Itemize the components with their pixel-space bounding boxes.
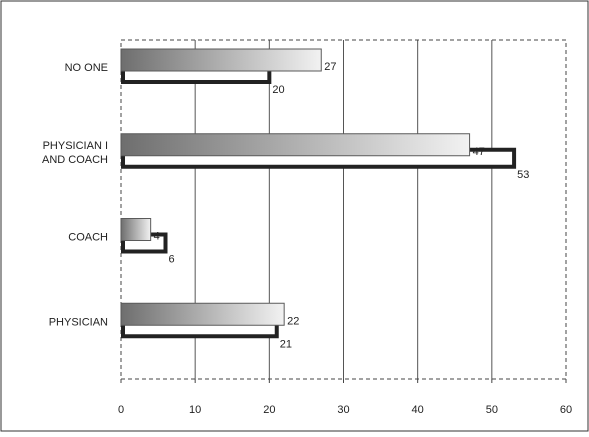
category-label: PHYSICIAN <box>49 316 108 328</box>
x-tick-label: 60 <box>560 404 572 416</box>
x-tick-label: 20 <box>263 404 275 416</box>
bar-gradient <box>120 218 152 241</box>
x-tick-label: 30 <box>337 404 349 416</box>
bar-gradient <box>120 302 285 326</box>
category-label: NO ONE <box>65 62 108 74</box>
x-tick-label: 10 <box>189 404 201 416</box>
category-label: COACH <box>68 232 108 244</box>
value-label-gradient: 27 <box>324 61 336 73</box>
value-label-outlined: 21 <box>280 338 292 350</box>
value-label-outlined: 53 <box>517 169 529 181</box>
value-label-outlined: 6 <box>169 254 175 266</box>
x-tick-labels-group: 0 10 20 30 40 50 60 <box>118 404 572 416</box>
bars-group <box>120 48 517 339</box>
bar-gradient <box>120 48 322 72</box>
x-tick-label: 40 <box>412 404 424 416</box>
bar-gradient <box>120 133 471 157</box>
category-labels-group: NO ONE PHYSICIAN I AND COACH COACH PHYSICIAN <box>42 62 108 328</box>
value-label-gradient: 4 <box>154 231 160 243</box>
x-tick-label: 0 <box>118 404 124 416</box>
x-tick-label: 50 <box>486 404 498 416</box>
value-label-gradient: 22 <box>287 315 299 327</box>
value-label-outlined: 20 <box>272 84 284 96</box>
value-labels-group: 27 20 47 53 46 22 21 <box>154 61 530 350</box>
category-label: PHYSICIAN I AND COACH <box>42 140 108 166</box>
value-label-gradient: 47 <box>473 146 485 158</box>
